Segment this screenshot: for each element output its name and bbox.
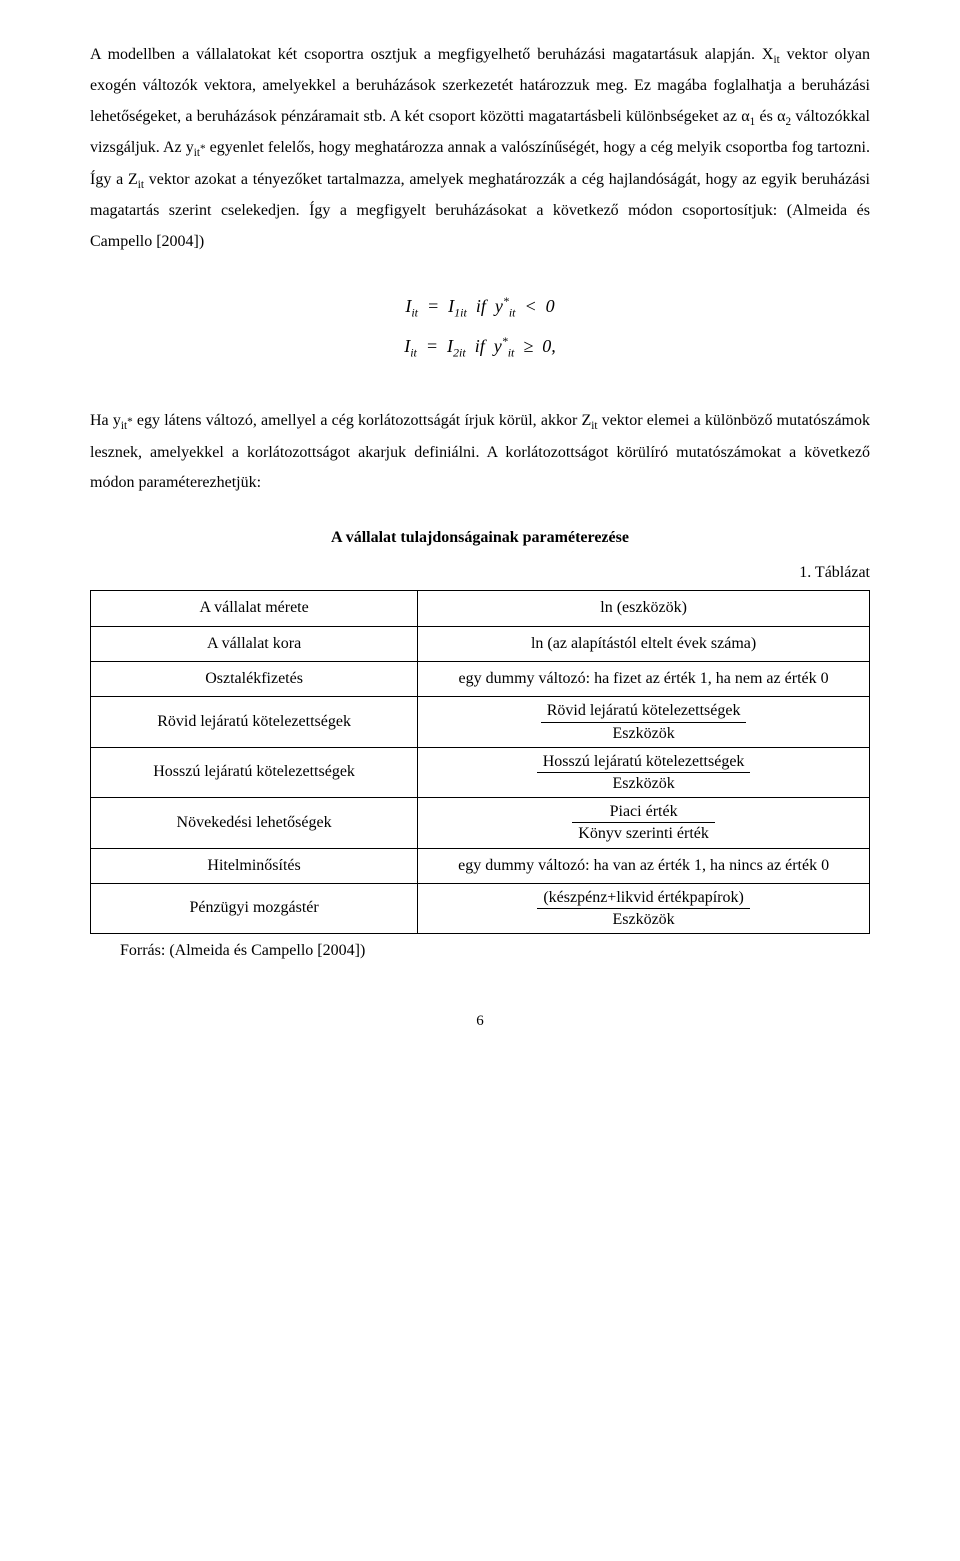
table-cell-left: Pénzügyi mozgástér	[91, 883, 418, 933]
table-cell-left: Osztalékfizetés	[91, 662, 418, 697]
fraction-numerator: Hosszú lejáratú kötelezettségek	[537, 752, 751, 773]
fraction-denominator: Eszközök	[541, 723, 747, 743]
table-source: Forrás: (Almeida és Campello [2004])	[90, 936, 870, 966]
table-row: Rövid lejáratú kötelezettségekRövid lejá…	[91, 697, 870, 747]
table-number-label: 1. Táblázat	[90, 558, 870, 588]
formula-line-1: Iit = I1it if y*it < 0	[90, 287, 870, 327]
table-row: Pénzügyi mozgástér (készpénz+likvid érték…	[91, 883, 870, 933]
fraction-numerator: (készpénz+likvid értékpapírok)	[537, 888, 750, 909]
table-cell-right: Hosszú lejáratú kötelezettségekEszközök	[418, 747, 870, 797]
table-row: Hitelminősítésegy dummy változó: ha van …	[91, 848, 870, 883]
table-cell-right: egy dummy változó: ha van az érték 1, ha…	[418, 848, 870, 883]
fraction-denominator: Könyv szerinti érték	[572, 823, 715, 843]
parameter-table: A vállalat méreteln (eszközök)A vállalat…	[90, 590, 870, 934]
table-row: Osztalékfizetésegy dummy változó: ha fiz…	[91, 662, 870, 697]
table-cell-right: Piaci értékKönyv szerinti érték	[418, 798, 870, 848]
paragraph-2: Ha yit* egy látens változó, amellyel a c…	[90, 406, 870, 498]
table-row: Növekedési lehetőségek Piaci értékKönyv s…	[91, 798, 870, 848]
formula-block: Iit = I1it if y*it < 0 Iit = I2it if y*i…	[90, 287, 870, 366]
fraction: Piaci értékKönyv szerinti érték	[572, 800, 715, 845]
table-cell-right: ln (eszközök)	[418, 591, 870, 626]
fraction-numerator: Rövid lejáratú kötelezettségek	[541, 701, 747, 722]
parameter-table-body: A vállalat méreteln (eszközök)A vállalat…	[91, 591, 870, 934]
fraction: Rövid lejáratú kötelezettségekEszközök	[541, 699, 747, 744]
table-cell-left: Rövid lejáratú kötelezettségek	[91, 697, 418, 747]
paragraph-1: A modellben a vállalatokat két csoportra…	[90, 40, 870, 257]
table-cell-right: ln (az alapítástól eltelt évek száma)	[418, 626, 870, 661]
table-cell-left: A vállalat mérete	[91, 591, 418, 626]
table-cell-right: Rövid lejáratú kötelezettségekEszközök	[418, 697, 870, 747]
table-row: Hosszú lejáratú kötelezettségekHosszú le…	[91, 747, 870, 797]
fraction-numerator: Piaci érték	[572, 802, 715, 823]
table-row: A vállalat méreteln (eszközök)	[91, 591, 870, 626]
fraction-denominator: Eszközök	[537, 773, 751, 793]
table-cell-left: Növekedési lehetőségek	[91, 798, 418, 848]
table-cell-left: Hosszú lejáratú kötelezettségek	[91, 747, 418, 797]
table-cell-left: Hitelminősítés	[91, 848, 418, 883]
fraction: Hosszú lejáratú kötelezettségekEszközök	[537, 750, 751, 795]
fraction-denominator: Eszközök	[537, 909, 750, 929]
table-title: A vállalat tulajdonságainak paraméterezé…	[90, 523, 870, 553]
table-cell-right: egy dummy változó: ha fizet az érték 1, …	[418, 662, 870, 697]
page-number: 6	[90, 1007, 870, 1036]
formula-line-2: Iit = I2it if y*it ≥ 0,	[90, 327, 870, 367]
fraction: (készpénz+likvid értékpapírok)Eszközök	[537, 886, 750, 931]
table-cell-right: (készpénz+likvid értékpapírok)Eszközök	[418, 883, 870, 933]
table-row: A vállalat koraln (az alapítástól eltelt…	[91, 626, 870, 661]
table-cell-left: A vállalat kora	[91, 626, 418, 661]
